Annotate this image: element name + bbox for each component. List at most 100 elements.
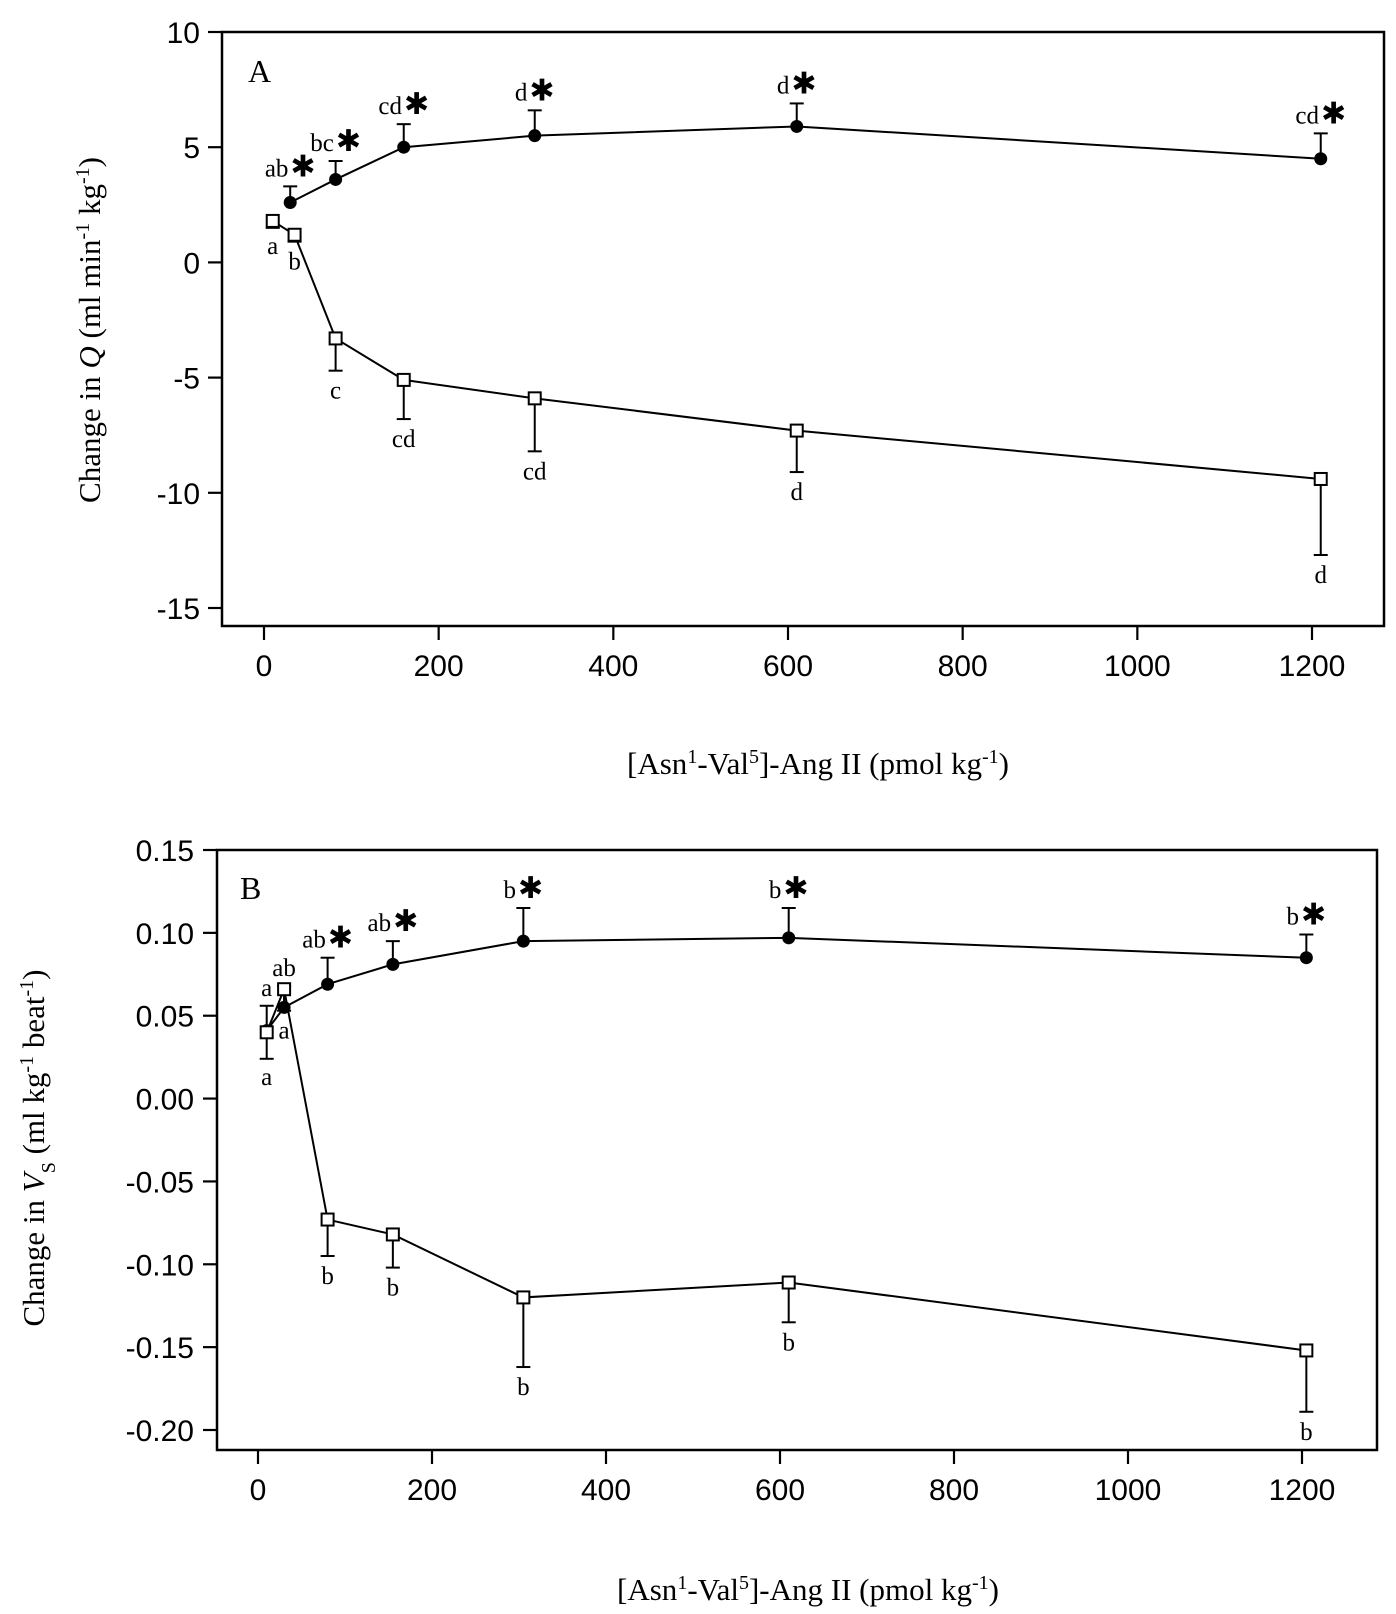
panel-a-significance-label: a — [267, 233, 278, 260]
panel-b-y-tick-label: 0.00 — [136, 1084, 194, 1117]
panel-b-significance-label: b — [387, 1275, 400, 1302]
panel-b-significance-star: ✱ — [328, 921, 353, 956]
panel-a-point-open — [789, 423, 804, 438]
panel-b-significance-star: ✱ — [1301, 898, 1326, 933]
panel-b-significance-label: a — [279, 1018, 290, 1045]
panel-b-significance-label: b✱ — [769, 871, 809, 906]
panel-b-significance-label: b — [321, 1263, 334, 1290]
panel-b-x-ticks: 0 200 400 600 800 1000 1200 — [250, 1450, 1336, 1507]
panel-a-x-tick-label: 200 — [414, 650, 464, 683]
panel-a-series-filled-line — [289, 125, 1321, 204]
panel-b-point-open — [1299, 1343, 1314, 1358]
panel-a-point-open — [328, 331, 343, 346]
panel-b-significance-star: ✱ — [783, 871, 808, 906]
panel-a-y-tick-label: 5 — [183, 132, 200, 165]
panel-a-x-tick-label: 1000 — [1104, 650, 1171, 683]
panel-b-y-tick-label: 0.15 — [136, 835, 194, 868]
panel-b-y-tick-label: 0.05 — [136, 1001, 194, 1034]
panel-b-letter: B — [240, 870, 261, 906]
panel-a-significance-label: d✱ — [515, 73, 555, 108]
panel-a-significance-label: d — [1314, 562, 1327, 589]
panel-b-point-filled — [516, 934, 530, 948]
panel-b-x-tick-label: 1200 — [1269, 1474, 1336, 1507]
panel-a-significance-star: ✱ — [1321, 96, 1346, 131]
panel-a-point-filled — [790, 119, 804, 133]
panel-a-significance-star: ✱ — [336, 124, 361, 159]
panel-a-significance-label: cd✱ — [378, 87, 429, 122]
panel-b-point-filled — [386, 957, 400, 971]
panel-b-point-open — [385, 1227, 400, 1242]
panel-b-y-tick-label: -0.05 — [126, 1166, 194, 1199]
panel-b-significance-label: b — [782, 1329, 795, 1356]
panel-a-significance-label: c — [330, 378, 341, 405]
panel-a-x-tick-label: 800 — [938, 650, 988, 683]
panel-b-significance-label: ab✱ — [367, 904, 418, 939]
panel-b-plot-frame — [215, 848, 1379, 1452]
panel-a-significance-label: cd — [392, 426, 416, 453]
panel-b-y-tick-label: -0.20 — [126, 1415, 194, 1448]
panel-a-y-tick-label: -5 — [173, 363, 200, 396]
panel-a-significance-label: cd✱ — [1295, 96, 1346, 131]
panel-a-point-filled — [397, 140, 411, 154]
panel-a-significance-star: ✱ — [290, 149, 315, 184]
panel-b-significance-label: b✱ — [504, 871, 544, 906]
panel-a-series: ab✱bc✱ cd✱ d✱ d✱ cd✱ ab c cd cd d d — [265, 66, 1346, 589]
panel-b-significance-label: ab✱ — [302, 921, 353, 956]
panel-a-point-open — [527, 391, 542, 406]
panel-b-y-tick-label: 0.10 — [136, 918, 194, 951]
panel-a-x-axis-title: [Asn1-Val5]-Ang II (pmol kg-1) — [627, 746, 1009, 781]
panel-a-significance-label: d✱ — [777, 66, 817, 101]
panel-a-y-tick-label: -15 — [157, 593, 200, 626]
panel-b-x-axis-title: [Asn1-Val5]-Ang II (pmol kg-1) — [617, 1572, 999, 1607]
panel-a-point-filled — [1314, 152, 1328, 166]
panel-a-significance-label: ab✱ — [265, 149, 316, 184]
panel-b-series-open-line — [265, 985, 1307, 1352]
panel-b-point-open — [320, 1212, 335, 1227]
panel-b-significance-label: a — [261, 1064, 272, 1091]
panel-a-x-tick-label: 400 — [588, 650, 638, 683]
panel-b-series-filled-line — [265, 936, 1307, 1032]
panel-a-significance-label: d — [790, 479, 803, 506]
panel-b-significance-star: ✱ — [393, 904, 418, 939]
panel-a-x-tick-label: 600 — [763, 650, 813, 683]
panel-a-point-open — [396, 372, 411, 387]
panel-b-significance-label: a — [261, 975, 272, 1002]
panel-b-y-tick-label: -0.10 — [126, 1249, 194, 1282]
panel-b-y-ticks: 0.15 0.10 0.05 0.00 -0.05 -0.10 -0.15 -0.20 — [126, 835, 217, 1448]
panel-b-x-tick-label: 400 — [581, 1474, 631, 1507]
panel-a-y-tick-label: 10 — [167, 17, 200, 50]
panel-a-point-filled — [528, 129, 542, 143]
panel-b-significance-label: b — [1300, 1419, 1313, 1446]
panel-a-y-tick-label: -10 — [157, 478, 200, 511]
panel-a-letter: A — [248, 53, 271, 89]
panel-a-significance-label: bc✱ — [310, 124, 361, 159]
panel-a-point-open — [265, 213, 280, 228]
panel-b-point-open — [781, 1275, 796, 1290]
panel-b-x-tick-label: 600 — [755, 1474, 805, 1507]
panel-b-significance-label: ab — [272, 955, 296, 982]
panel-b-significance-star: ✱ — [518, 871, 543, 906]
panel-a-point-filled — [283, 195, 297, 209]
panel-a-significance-label: cd — [523, 458, 547, 485]
panel-b-point-filled — [1299, 951, 1313, 965]
panel-a-plot-frame — [220, 30, 1386, 628]
panel-b-significance-label: b✱ — [1287, 898, 1327, 933]
panel-b-significance-label: b — [517, 1374, 530, 1401]
panel-b-point-open — [259, 1025, 274, 1040]
panel-a-x-tick-label: 0 — [256, 650, 273, 683]
panel-a-y-axis-title: Change in Q (ml min-1 kg-1) — [72, 157, 107, 503]
panel-a-x-ticks: 0 200 400 600 800 1000 1200 — [256, 626, 1346, 683]
panel-a-x-tick-label: 1200 — [1279, 650, 1346, 683]
panel-b-y-tick-label: -0.15 — [126, 1332, 194, 1365]
panel-b-x-tick-label: 0 — [250, 1474, 267, 1507]
panel-b-point-filled — [782, 931, 796, 945]
panel-b-x-tick-label: 800 — [929, 1474, 979, 1507]
panel-a-point-open — [1313, 471, 1328, 486]
panel-a-y-tick-label: 0 — [183, 247, 200, 280]
panel-a-point-open — [287, 227, 302, 242]
panel-b-point-filled — [321, 977, 335, 991]
panel-a-significance-star: ✱ — [529, 73, 554, 108]
panel-a-significance-label: b — [288, 249, 301, 276]
